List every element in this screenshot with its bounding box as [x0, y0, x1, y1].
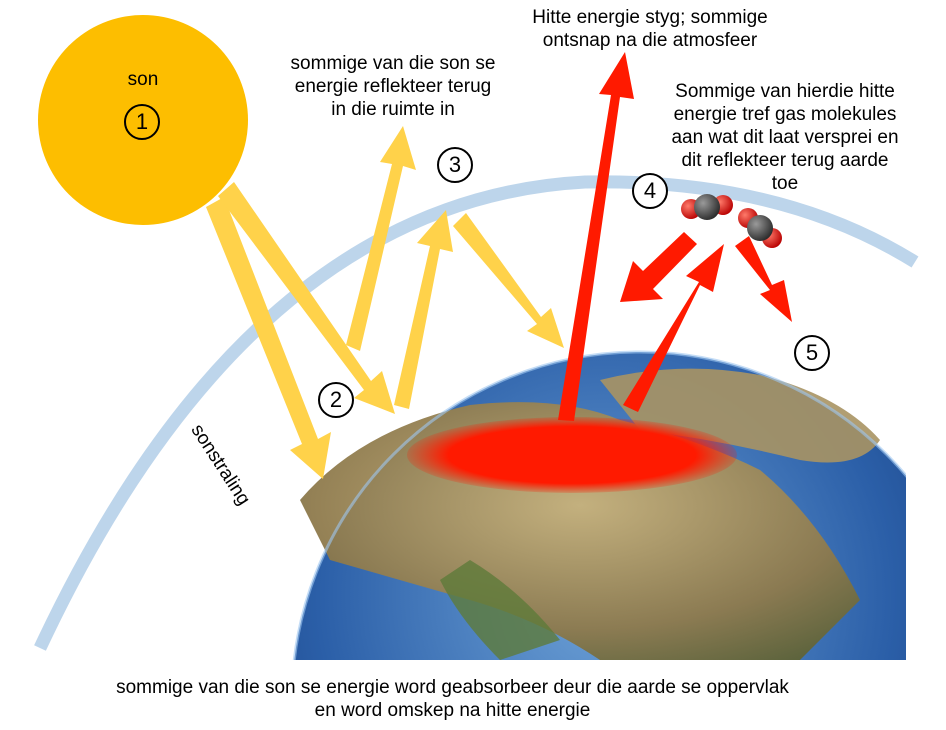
sunlight-arrow-to-ground	[206, 197, 331, 479]
heat-escape-arrow	[558, 52, 634, 421]
sunlight-arrow-to-land	[218, 182, 395, 414]
heat-arrows	[558, 52, 792, 421]
co2-molecule-1	[681, 194, 733, 220]
heat-back-arrow-right	[735, 236, 792, 322]
molecules-label: Sommige van hierdie hitte energie tref g…	[671, 81, 899, 194]
reflect-label: sommige van die son se energie reflektee…	[290, 53, 496, 120]
surface-heat	[407, 417, 737, 493]
sunlight-arrows	[206, 126, 564, 479]
atmosphere-arc	[34, 175, 919, 651]
step-2-badge: 2	[318, 382, 354, 418]
absorb-label: sommige van die son se energie word geab…	[116, 677, 789, 721]
sunlight-arrow-down-right	[453, 213, 564, 348]
step-1-badge: 1	[124, 104, 160, 140]
step-3-badge: 3	[437, 147, 473, 183]
sunlight-reflect-arrow	[346, 126, 416, 351]
co2-molecule-2	[738, 208, 782, 248]
escape-label: Hitte energie styg; sommige ontsnap na d…	[532, 7, 768, 51]
heat-to-molecule-arrow	[623, 244, 724, 412]
sunlight-arrow-up-center	[394, 210, 453, 409]
step-4-badge: 4	[632, 173, 668, 209]
sun-label: son	[127, 69, 159, 90]
step-5-badge: 5	[794, 335, 830, 371]
heat-back-arrow-left	[620, 232, 697, 302]
